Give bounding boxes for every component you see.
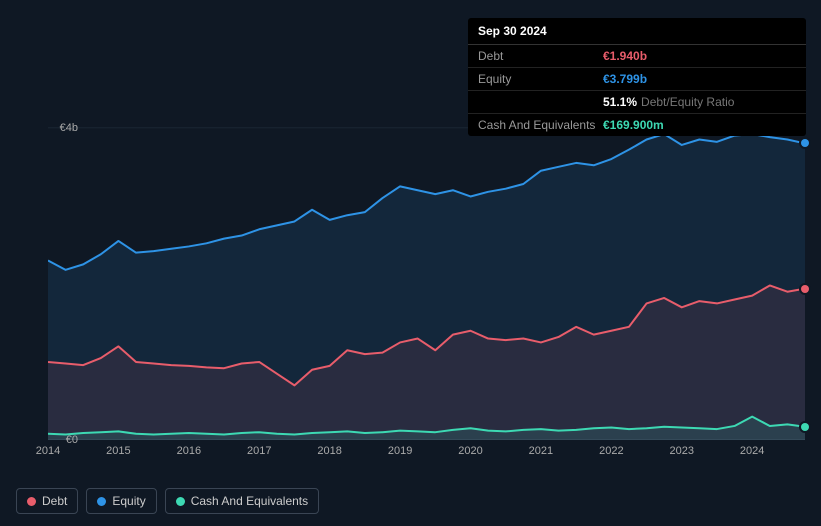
series-end-marker	[801, 285, 809, 293]
legend-item[interactable]: Equity	[86, 488, 156, 514]
x-axis-tick: 2016	[177, 445, 201, 457]
tooltip-row-label: Debt	[478, 49, 603, 63]
x-axis-tick: 2021	[529, 445, 553, 457]
x-axis-tick: 2018	[317, 445, 341, 457]
tooltip-row-value: €169.900m	[603, 118, 664, 132]
tooltip-row: Debt€1.940b	[468, 45, 806, 68]
legend-swatch	[27, 497, 36, 506]
tooltip-row-value: €3.799b	[603, 72, 647, 86]
tooltip-row-label: Equity	[478, 72, 603, 86]
tooltip-row: Equity€3.799b	[468, 68, 806, 91]
x-axis-tick: 2024	[740, 445, 764, 457]
legend-swatch	[97, 497, 106, 506]
x-axis-tick: 2019	[388, 445, 412, 457]
tooltip-row: Cash And Equivalents€169.900m	[468, 114, 806, 136]
tooltip-date: Sep 30 2024	[468, 18, 806, 45]
chart-legend: Debt Equity Cash And Equivalents	[16, 488, 319, 514]
tooltip-ratio-label: Debt/Equity Ratio	[641, 95, 734, 109]
tooltip-row-label	[478, 95, 603, 109]
x-axis-tick: 2020	[458, 445, 482, 457]
x-axis-tick: 2023	[670, 445, 694, 457]
chart-tooltip: Sep 30 2024Debt€1.940bEquity€3.799b51.1%…	[468, 18, 806, 136]
y-axis-tick: €4b	[48, 122, 78, 134]
tooltip-row: 51.1% Debt/Equity Ratio	[468, 91, 806, 114]
legend-swatch	[176, 497, 185, 506]
x-axis-tick: 2017	[247, 445, 271, 457]
x-axis: 2014201520162017201820192020202120222023…	[48, 445, 805, 465]
x-axis-tick: 2015	[106, 445, 130, 457]
chart-area: €0€4b 2014201520162017201820192020202120…	[16, 120, 805, 470]
legend-label: Cash And Equivalents	[191, 494, 308, 508]
legend-label: Equity	[112, 494, 145, 508]
series-end-marker	[801, 139, 809, 147]
legend-item[interactable]: Cash And Equivalents	[165, 488, 319, 514]
legend-label: Debt	[42, 494, 67, 508]
tooltip-row-value: €1.940b	[603, 49, 647, 63]
series-end-marker	[801, 423, 809, 431]
chart-plot[interactable]	[48, 120, 805, 440]
tooltip-row-label: Cash And Equivalents	[478, 118, 603, 132]
x-axis-tick: 2022	[599, 445, 623, 457]
legend-item[interactable]: Debt	[16, 488, 78, 514]
tooltip-ratio-pct: 51.1%	[603, 95, 637, 109]
x-axis-tick: 2014	[36, 445, 60, 457]
